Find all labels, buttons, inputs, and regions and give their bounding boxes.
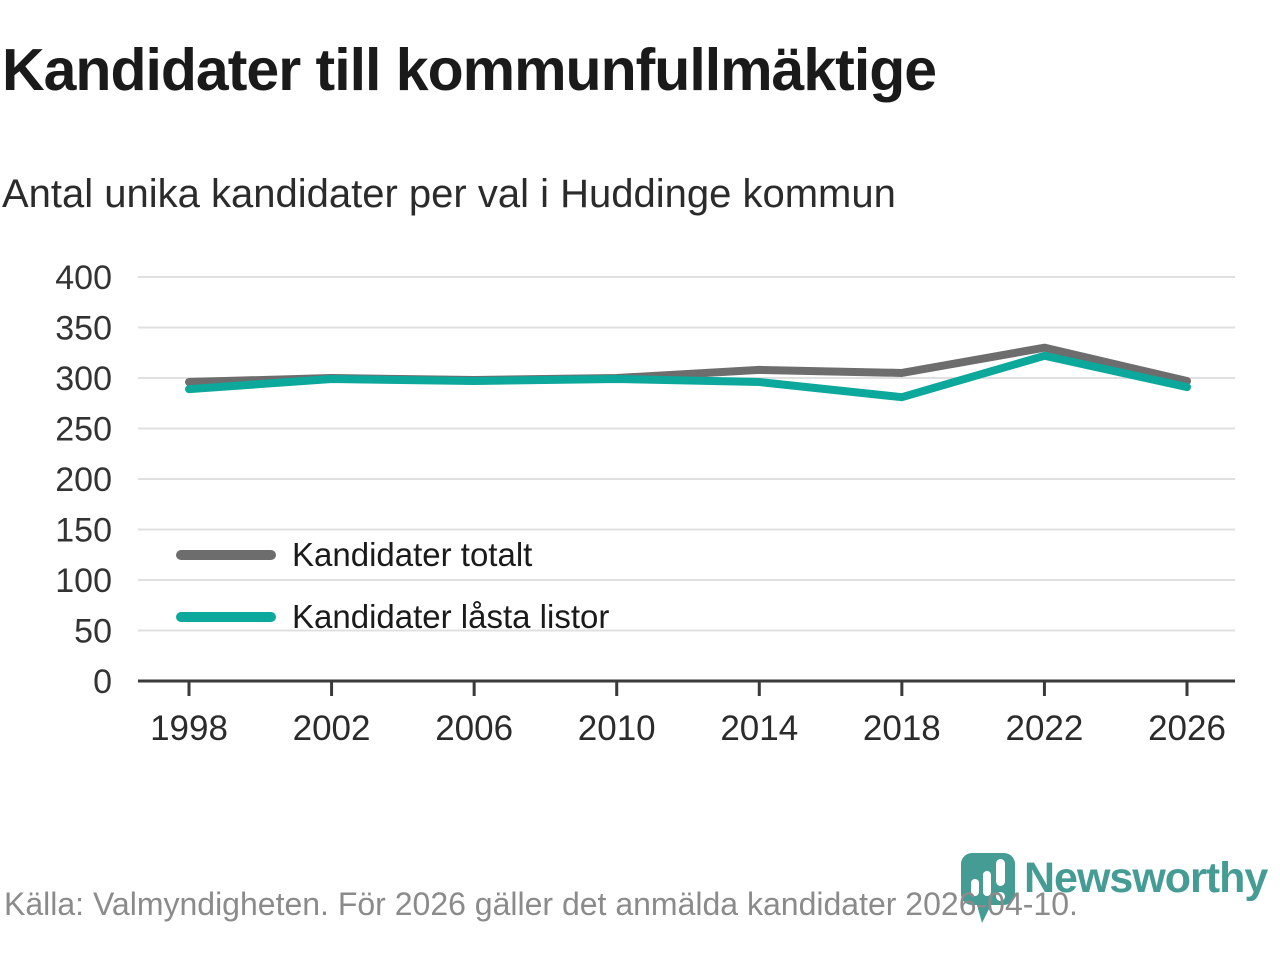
newsworthy-logo-icon bbox=[961, 853, 1015, 923]
newsworthy-logo-text: Newsworthy bbox=[1024, 854, 1268, 902]
source-note: Källa: Valmyndigheten. För 2026 gäller d… bbox=[4, 886, 1078, 922]
svg-text:2018: 2018 bbox=[863, 709, 941, 748]
svg-text:100: 100 bbox=[55, 562, 112, 600]
page-title: Kandidater till kommunfullmäktige bbox=[2, 37, 937, 103]
legend-label-totalt: Kandidater totalt bbox=[292, 536, 533, 573]
svg-text:1998: 1998 bbox=[150, 709, 228, 748]
svg-text:2002: 2002 bbox=[293, 709, 371, 748]
legend-swatch-lasta-listor bbox=[176, 612, 276, 622]
svg-text:2010: 2010 bbox=[578, 709, 656, 748]
newsworthy-logo: Newsworthy bbox=[960, 852, 1268, 926]
svg-text:400: 400 bbox=[55, 259, 112, 297]
chart-subtitle: Antal unika kandidater per val i Hudding… bbox=[2, 172, 896, 216]
svg-text:350: 350 bbox=[55, 310, 112, 348]
svg-text:2022: 2022 bbox=[1005, 709, 1083, 748]
legend-item-totalt: Kandidater totalt bbox=[176, 536, 609, 574]
svg-text:50: 50 bbox=[74, 613, 112, 651]
svg-text:250: 250 bbox=[55, 411, 112, 449]
svg-text:0: 0 bbox=[93, 663, 112, 701]
svg-text:2026: 2026 bbox=[1148, 709, 1226, 748]
svg-text:2006: 2006 bbox=[435, 709, 513, 748]
legend-item-lasta-listor: Kandidater låsta listor bbox=[176, 598, 609, 636]
legend-label-lasta-listor: Kandidater låsta listor bbox=[292, 598, 610, 635]
svg-text:300: 300 bbox=[55, 360, 112, 398]
svg-text:2014: 2014 bbox=[720, 709, 798, 748]
chart-legend: Kandidater totalt Kandidater låsta listo… bbox=[176, 536, 609, 636]
svg-text:150: 150 bbox=[55, 512, 112, 550]
svg-text:200: 200 bbox=[55, 461, 112, 499]
legend-swatch-totalt bbox=[176, 550, 276, 560]
